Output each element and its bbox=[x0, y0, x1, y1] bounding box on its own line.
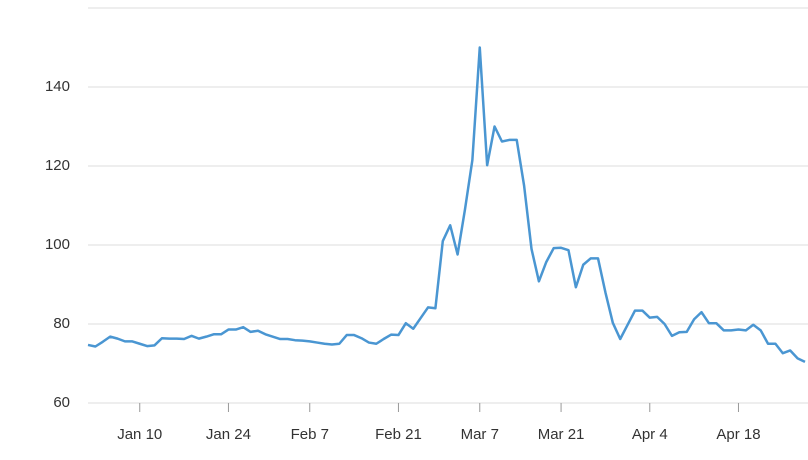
y-tick-label: 100 bbox=[45, 236, 70, 253]
x-tick-label: Apr 18 bbox=[716, 426, 760, 443]
x-tick-label: Mar 7 bbox=[461, 426, 499, 443]
y-tick-label: 80 bbox=[53, 315, 70, 332]
x-tick-label: Feb 21 bbox=[375, 426, 422, 443]
data-line bbox=[87, 46, 806, 364]
x-tick-label: Jan 24 bbox=[206, 426, 251, 443]
y-tick-label: 120 bbox=[45, 157, 70, 174]
x-tick-label: Feb 7 bbox=[291, 426, 329, 443]
y-tick-label: 140 bbox=[45, 78, 70, 95]
y-tick-label: 60 bbox=[53, 394, 70, 411]
x-tick-label: Mar 21 bbox=[538, 426, 585, 443]
x-tick-label: Jan 10 bbox=[117, 426, 162, 443]
x-tick-label: Apr 4 bbox=[632, 426, 668, 443]
